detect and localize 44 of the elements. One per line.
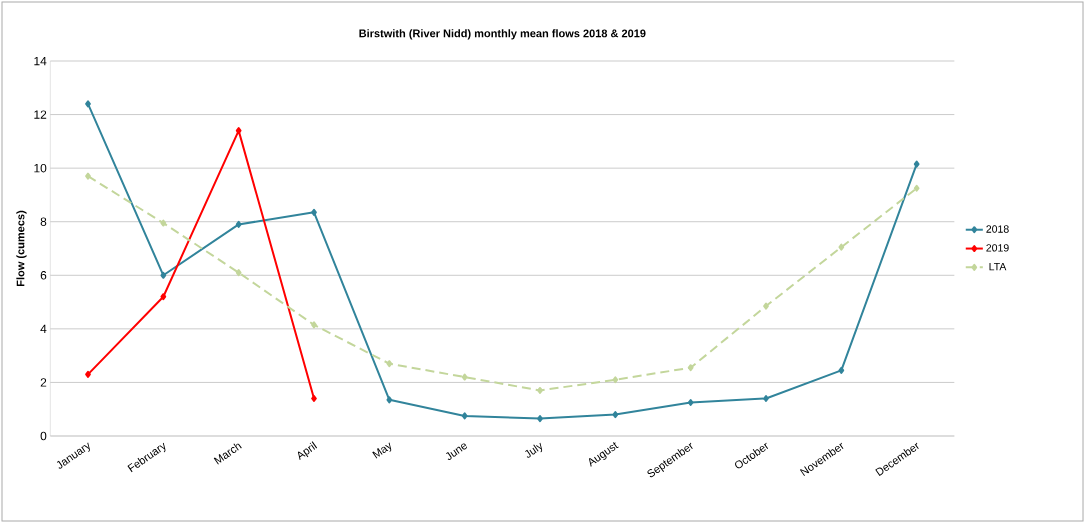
y-tick-label: 2 [40, 378, 47, 387]
y-tick-label: 14 [34, 56, 47, 66]
point [461, 373, 468, 381]
point [763, 395, 769, 402]
point [537, 386, 543, 394]
point [235, 220, 242, 228]
point [461, 412, 468, 420]
point [311, 321, 317, 329]
legend-label: 2018 [986, 225, 1009, 233]
point [85, 100, 91, 108]
point [913, 184, 920, 192]
legend-label: LTA [989, 262, 1007, 271]
point [311, 395, 317, 402]
point [160, 271, 167, 279]
y-tick-label: 12 [34, 110, 47, 119]
point [386, 396, 393, 404]
point [687, 364, 694, 372]
point [85, 172, 91, 180]
point [537, 415, 543, 423]
y-tick-label: 0 [40, 431, 47, 441]
point [612, 411, 619, 419]
point [913, 160, 920, 168]
chart-title: Birstwith (River Nidd) monthly mean flows 2018 & 2019 [359, 29, 646, 40]
y-tick-label: 6 [40, 271, 47, 280]
y-tick-label: 8 [40, 217, 47, 226]
point [311, 208, 317, 216]
point [386, 360, 393, 368]
point [687, 399, 694, 407]
point [160, 293, 167, 301]
y-tick-label: 10 [34, 163, 47, 173]
x-tick-label: May [372, 442, 392, 459]
point [763, 302, 769, 310]
point [160, 219, 167, 227]
y-axis-title: Flow (cumecs) [16, 210, 27, 286]
y-tick-label: 4 [40, 324, 47, 333]
point [235, 127, 242, 135]
point [612, 376, 619, 384]
x-tick-label: July [525, 442, 543, 458]
x-tick-label: June [446, 443, 467, 460]
point [85, 370, 91, 378]
point [838, 366, 845, 374]
legend-label: 2019 [986, 244, 1009, 252]
point [838, 243, 845, 251]
point [235, 269, 242, 277]
